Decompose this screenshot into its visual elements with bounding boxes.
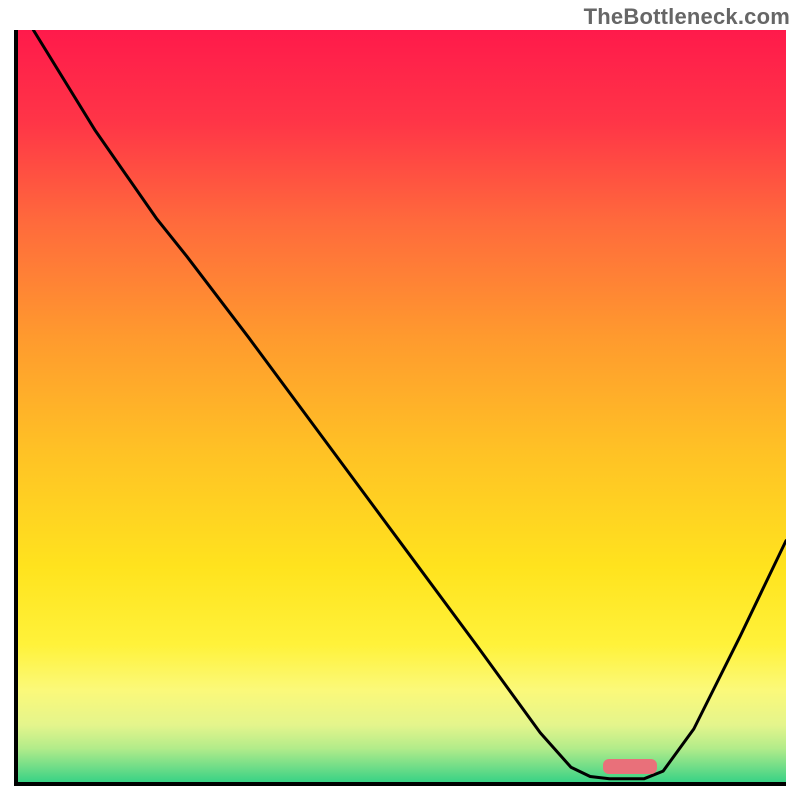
plot-area <box>14 30 786 786</box>
highlight-marker <box>603 759 657 774</box>
watermark-text: TheBottleneck.com <box>584 4 790 30</box>
line-curve <box>18 30 786 786</box>
chart-container: TheBottleneck.com <box>0 0 800 800</box>
